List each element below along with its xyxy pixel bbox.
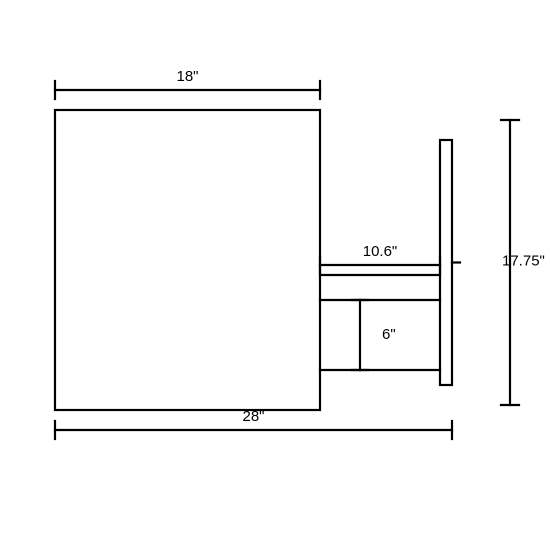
main-box	[55, 110, 320, 410]
dim-bottom-label: 28"	[242, 408, 264, 425]
right-panel	[440, 140, 452, 385]
dim-bracket-h	[352, 300, 368, 370]
dimension-diagram: 18" 10.6" 28" 6" 17.75"	[0, 0, 550, 550]
dim-bracket-h-label: 6"	[382, 326, 396, 343]
dim-top-label: 18"	[176, 68, 198, 85]
dim-bracket-w-label: 10.6"	[363, 243, 398, 260]
dim-right-label: 17.75"	[502, 252, 545, 269]
